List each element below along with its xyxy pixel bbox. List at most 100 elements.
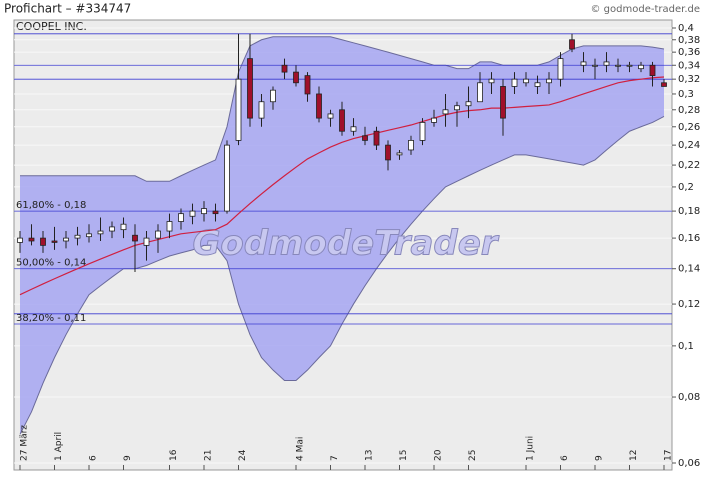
candle-body: [385, 144, 391, 161]
x-tick-label: 7: [330, 455, 340, 461]
x-tick-label: 27 März: [20, 425, 30, 461]
x-tick-label: 16: [169, 449, 179, 461]
x-tick-label: 15: [399, 450, 409, 461]
candle-body: [109, 226, 115, 232]
band-upper: [20, 36, 665, 182]
candle-body: [201, 208, 207, 215]
candle-body: [546, 78, 552, 84]
candle-body: [534, 82, 541, 87]
x-tick-label: 6: [89, 455, 99, 461]
candle-body: [442, 109, 449, 115]
candle-body: [603, 61, 610, 66]
watermark: GodmodeTrader: [192, 224, 499, 264]
candle-body: [258, 101, 265, 119]
y-tick-label: 0,28: [678, 105, 700, 116]
y-tick-label: 0,4: [678, 23, 694, 34]
y-tick-label: 0,26: [678, 122, 700, 133]
candle-body: [362, 135, 368, 141]
y-tick-label: 0,08: [678, 392, 700, 403]
candle-body: [477, 82, 483, 103]
candle-body: [166, 221, 173, 232]
copyright: © godmode-trader.de: [591, 4, 701, 15]
band-fill: [20, 36, 664, 435]
x-tick-label: 24: [238, 449, 248, 461]
candle-body: [592, 64, 598, 67]
candle-body: [408, 140, 414, 151]
candle-body: [178, 213, 184, 222]
candle-body: [281, 64, 288, 73]
candle-body: [51, 240, 58, 243]
candle-body: [626, 64, 633, 67]
candle-body: [615, 64, 621, 67]
x-tick-label: 1 Juni: [526, 436, 536, 461]
candle-body: [247, 58, 253, 119]
candle-body: [63, 237, 69, 242]
y-tick-label: 0,16: [678, 233, 700, 244]
candle-body: [557, 58, 564, 80]
candle-body: [120, 223, 127, 231]
candle-body: [419, 122, 426, 141]
candle-body: [327, 113, 334, 119]
candle-body: [143, 237, 150, 246]
x-tick-label: 25: [468, 450, 478, 461]
y-tick-label: 0,12: [678, 299, 700, 310]
candle-body: [224, 144, 230, 212]
candle-body: [132, 234, 138, 242]
y-tick-label: 0,24: [678, 140, 700, 151]
candle-body: [155, 230, 161, 239]
y-tick-label: 0,1: [678, 341, 694, 352]
candle-body: [40, 237, 46, 246]
candle-body: [373, 130, 380, 146]
y-tick-label: 0,3: [678, 89, 694, 100]
candle-body: [465, 101, 472, 107]
candle-body: [523, 78, 529, 84]
x-tick-label: 21: [204, 450, 214, 461]
candle-body: [74, 234, 81, 239]
fibonacci-label: 50,00% - 0,14: [16, 258, 86, 269]
x-tick-label: 17: [664, 450, 674, 461]
candle-body: [339, 109, 345, 132]
candle-body: [97, 230, 104, 235]
x-tick-label: 6: [560, 455, 570, 461]
x-tick-label: 20: [434, 449, 444, 461]
y-tick-label: 0,22: [678, 160, 700, 171]
x-tick-label: 4 Mai: [296, 437, 306, 461]
moving-average: [19, 76, 665, 296]
candle-body: [270, 89, 276, 103]
candle-body: [569, 39, 575, 50]
candle-body: [454, 105, 460, 111]
candle-body: [235, 78, 242, 141]
y-tick-label: 0,38: [678, 35, 700, 46]
candle-body: [580, 61, 587, 66]
candle-body: [396, 152, 403, 156]
x-tick-label: 13: [365, 450, 375, 461]
x-tick-label: 9: [595, 455, 605, 461]
candle-body: [212, 210, 219, 215]
candle-body: [17, 237, 23, 243]
candle-body: [661, 82, 667, 87]
candle-body: [431, 117, 437, 123]
candle-body: [316, 93, 322, 119]
candle-body: [500, 86, 506, 119]
y-tick-label: 0,2: [678, 182, 694, 193]
x-tick-label: 9: [123, 455, 133, 461]
candle-body: [86, 233, 92, 238]
x-tick-label: 12: [629, 450, 639, 461]
candle-body: [293, 71, 299, 84]
y-tick-label: 0,18: [678, 206, 700, 217]
y-tick-label: 0,36: [678, 47, 700, 58]
candle-body: [649, 64, 656, 77]
candle-body: [638, 64, 644, 70]
candle-body: [350, 126, 357, 132]
x-tick-label: 1 April: [54, 432, 64, 461]
candle-body: [189, 210, 196, 217]
fibonacci-label: 38,20% - 0,11: [16, 313, 86, 324]
candle-body: [488, 78, 495, 84]
candle-body: [28, 237, 35, 242]
y-tick-label: 0,32: [678, 74, 700, 85]
page-title: Profichart – #334747: [4, 2, 131, 16]
fibonacci-label: 61,80% - 0,18: [16, 200, 86, 211]
candle-body: [511, 78, 518, 87]
